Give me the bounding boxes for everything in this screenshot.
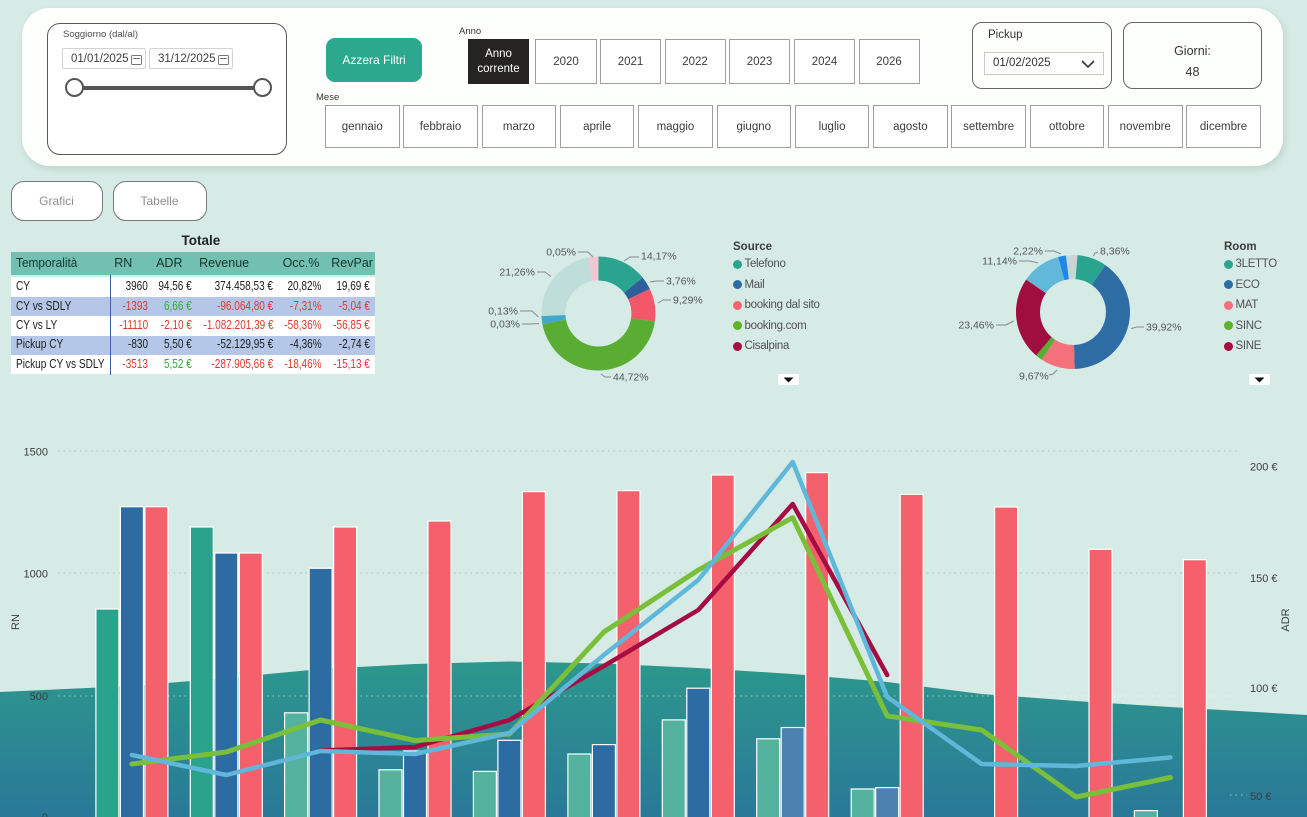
svg-text:14,17%: 14,17% [641,251,677,263]
svg-text:50 €: 50 € [1250,791,1271,803]
svg-text:200 €: 200 € [1250,462,1278,474]
svg-text:11,14%: 11,14% [982,256,1017,268]
svg-text:RN: RN [10,614,22,630]
svg-text:3,76%: 3,76% [666,276,696,288]
svg-text:500: 500 [30,691,48,703]
svg-text:8,36%: 8,36% [1100,246,1130,258]
svg-text:100 €: 100 € [1250,683,1278,695]
svg-text:23,46%: 23,46% [958,320,994,332]
svg-text:1500: 1500 [24,447,48,459]
svg-text:1000: 1000 [24,569,48,581]
svg-text:9,29%: 9,29% [673,295,703,307]
svg-text:44,72%: 44,72% [613,372,649,384]
svg-text:ADR: ADR [1280,608,1292,631]
svg-text:21,26%: 21,26% [499,267,535,279]
svg-text:0,03%: 0,03% [490,319,520,331]
svg-text:2,22%: 2,22% [1013,246,1043,258]
svg-text:150 €: 150 € [1250,573,1278,585]
svg-text:39,92%: 39,92% [1146,322,1182,334]
svg-text:0,13%: 0,13% [488,306,518,318]
svg-text:0,05%: 0,05% [546,247,576,259]
svg-text:0: 0 [42,812,48,817]
svg-text:9,67%: 9,67% [1019,371,1049,383]
